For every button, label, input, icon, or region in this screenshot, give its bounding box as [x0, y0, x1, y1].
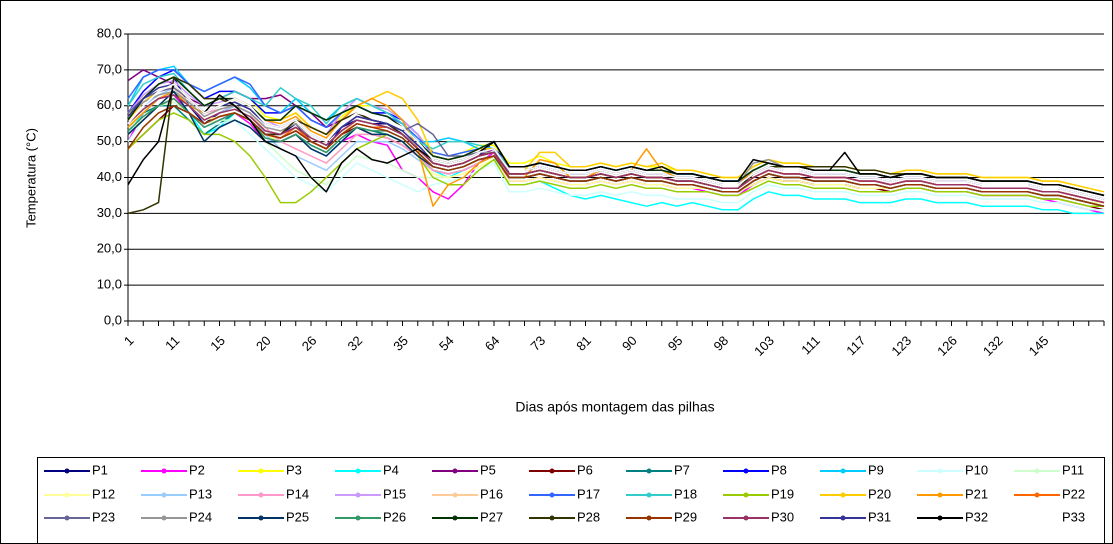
legend-marker [743, 468, 749, 474]
legend-marker [452, 468, 458, 474]
legend-marker [937, 515, 943, 521]
legend-marker [452, 515, 458, 521]
legend-marker [646, 468, 652, 474]
legend-label: P5 [480, 462, 496, 477]
y-axis-title: Temperatura (°C) [23, 128, 38, 228]
legend-marker [743, 515, 749, 521]
y-tick-label: 0,0 [104, 312, 122, 327]
legend-label: P15 [383, 486, 406, 501]
legend-marker [1034, 492, 1040, 498]
legend-label: P28 [577, 509, 600, 524]
legend-marker [646, 515, 652, 521]
legend-marker [64, 468, 70, 474]
legend-label: P11 [1062, 462, 1084, 477]
y-tick-label: 10,0 [97, 277, 122, 292]
legend-marker [1034, 515, 1040, 521]
series-line [127, 83, 1105, 197]
x-axis-title: Dias após montagem das pilhas [515, 399, 714, 415]
legend-marker [258, 515, 264, 521]
legend-marker [355, 515, 361, 521]
legend-marker [937, 492, 943, 498]
legend-marker [258, 468, 264, 474]
legend-marker [355, 492, 361, 498]
legend-label: P9 [868, 462, 884, 477]
legend-marker [64, 515, 70, 521]
legend-label: P16 [480, 486, 503, 501]
legend-marker [549, 468, 555, 474]
legend-label: P17 [577, 486, 600, 501]
legend-marker [840, 468, 846, 474]
legend-label: P24 [189, 509, 212, 524]
legend-label: P14 [286, 486, 309, 501]
legend-label: P18 [674, 486, 697, 501]
legend-marker [161, 515, 167, 521]
legend-label: P2 [189, 462, 205, 477]
series-line [127, 94, 1105, 204]
y-tick-label: 60,0 [97, 97, 122, 112]
legend-label: P4 [383, 462, 399, 477]
legend-label: P6 [577, 462, 593, 477]
legend-marker [937, 468, 943, 474]
legend-label: P26 [383, 509, 406, 524]
legend-marker [452, 492, 458, 498]
legend-marker [161, 492, 167, 498]
legend-label: P30 [771, 509, 794, 524]
legend-label: P1 [92, 462, 108, 477]
y-tick-label: 20,0 [97, 241, 122, 256]
legend-label: P20 [868, 486, 891, 501]
series-line [127, 97, 1104, 211]
y-tick-label: 50,0 [97, 133, 122, 148]
legend-label: P10 [965, 462, 988, 477]
legend-label: P31 [868, 509, 891, 524]
legend-marker [1034, 468, 1040, 474]
legend-label: P3 [286, 462, 302, 477]
series-line [127, 112, 1104, 207]
legend-marker [161, 468, 167, 474]
legend-marker [355, 468, 361, 474]
legend-marker [258, 492, 264, 498]
legend-label: P21 [965, 486, 988, 501]
legend-marker [840, 515, 846, 521]
legend-marker [840, 492, 846, 498]
legend-label: P25 [286, 509, 309, 524]
legend-marker [64, 492, 70, 498]
legend-marker [549, 492, 555, 498]
y-tick-label: 40,0 [97, 169, 122, 184]
legend-marker [646, 492, 652, 498]
legend-label: P32 [965, 509, 988, 524]
legend-label: P12 [92, 486, 115, 501]
y-tick-label: 30,0 [97, 205, 122, 220]
legend-label: P29 [674, 509, 697, 524]
legend-label: P33 [1062, 509, 1085, 524]
series-line [127, 83, 1105, 200]
legend-label: P23 [92, 509, 115, 524]
legend-label: P22 [1062, 486, 1085, 501]
y-tick-label: 80,0 [97, 25, 122, 40]
legend-label: P13 [189, 486, 212, 501]
legend-marker [743, 492, 749, 498]
y-tick-label: 70,0 [97, 61, 122, 76]
legend-marker [549, 515, 555, 521]
legend-label: P7 [674, 462, 690, 477]
legend-label: P27 [480, 509, 503, 524]
series-line [127, 83, 1105, 193]
legend-label: P19 [771, 486, 794, 501]
series-line [127, 105, 1105, 207]
legend-label: P8 [771, 462, 787, 477]
